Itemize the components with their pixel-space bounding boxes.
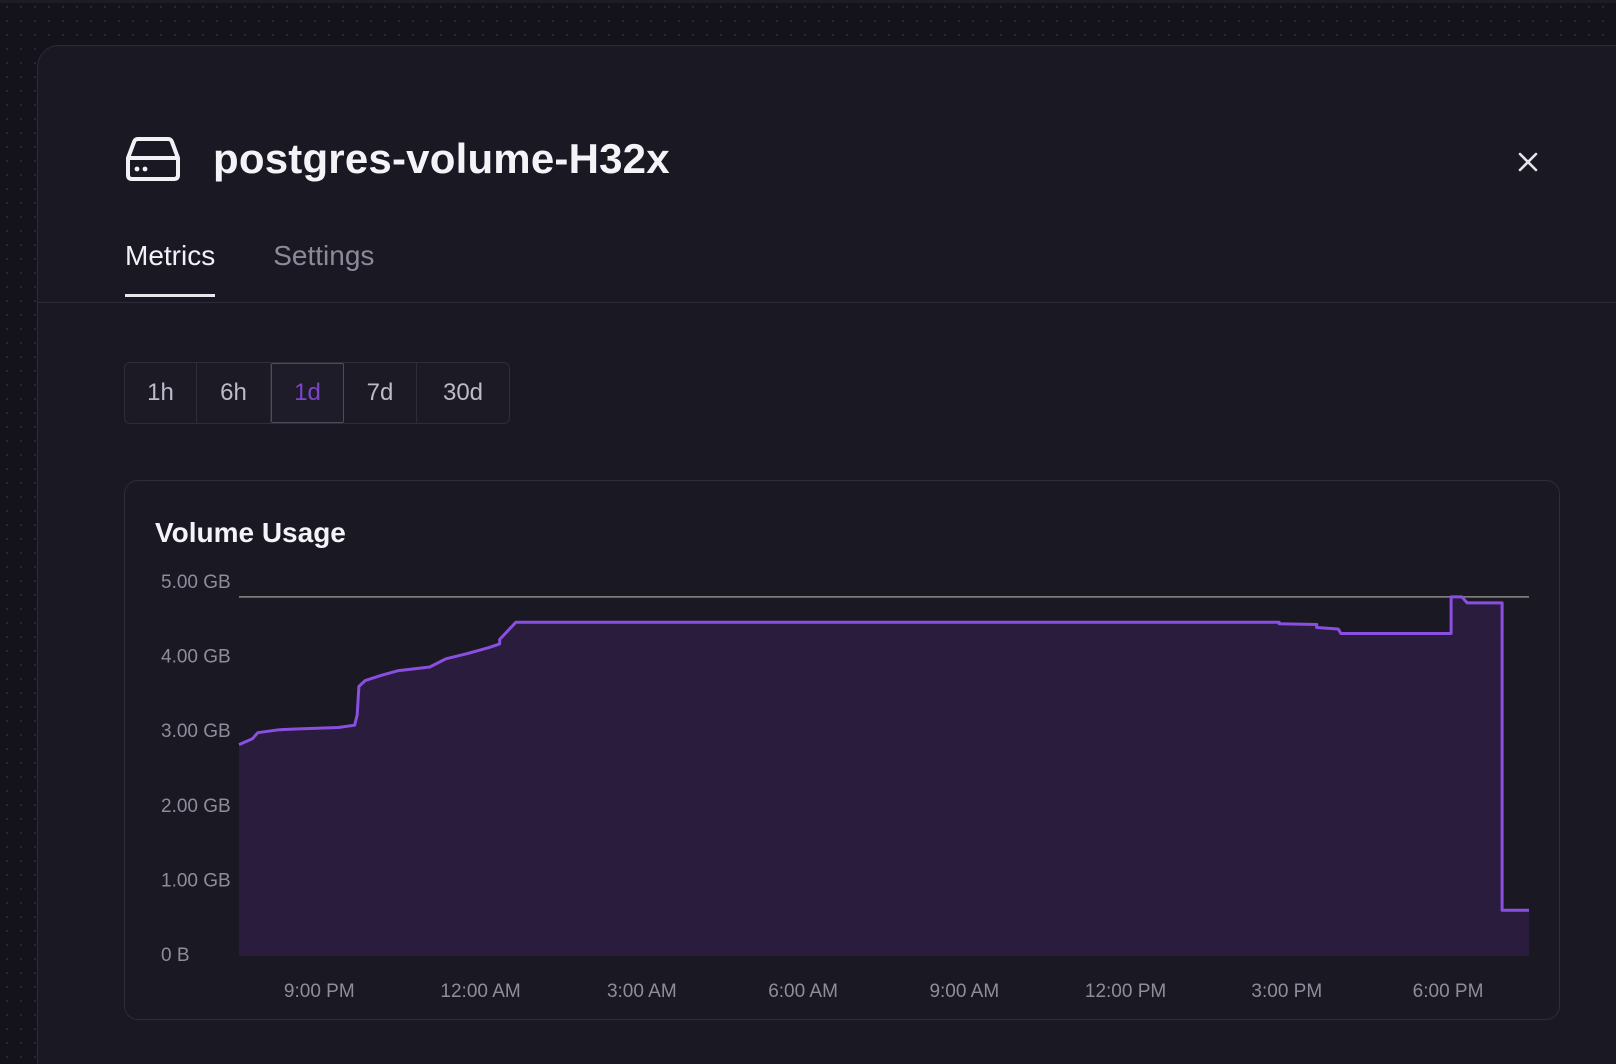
panel-header: postgres-volume-H32x [125,134,670,184]
x-tick-label: 6:00 PM [1413,981,1484,1002]
range-button-1d[interactable]: 1d [271,363,344,423]
range-button-1h[interactable]: 1h [125,363,197,423]
tab-metrics[interactable]: Metrics [125,240,216,297]
hard-drive-icon [126,137,180,181]
x-tick-label: 9:00 AM [929,981,999,1002]
chart-title: Volume Usage [155,517,346,548]
tab-settings[interactable]: Settings [273,240,375,271]
y-tick-label: 5.00 GB [161,572,231,593]
range-button-6h[interactable]: 6h [197,363,271,423]
x-tick-label: 3:00 AM [607,981,677,1002]
y-tick-label: 0 B [161,945,190,966]
usage-area-fill [239,596,1529,955]
volume-title: postgres-volume-H32x [213,135,670,182]
window-top-border [0,0,1616,3]
range-button-30d[interactable]: 30d [442,379,484,406]
y-tick-label: 2.00 GB [161,796,231,817]
x-tick-label: 9:00 PM [284,981,355,1002]
y-tick-label: 4.00 GB [161,647,231,668]
tab-bar: Metrics Settings [125,240,432,297]
time-range-selector: 1h 6h 1d 7d 30d [124,362,510,424]
close-icon[interactable] [1514,148,1542,176]
tabs-divider [38,302,1616,303]
x-tick-label: 12:00 AM [440,981,520,1002]
volume-usage-card: Volume Usage 5.00 GB 4.00 GB 3.00 GB 2.00 G… [124,480,1560,1020]
y-tick-label: 3.00 GB [161,721,231,742]
x-tick-label: 3:00 PM [1251,981,1322,1002]
x-tick-label: 12:00 PM [1085,981,1166,1002]
volume-usage-chart: 5.00 GB 4.00 GB 3.00 GB 2.00 GB 1.00 GB 0 B 9:… [161,572,1529,1002]
range-button-7d[interactable]: 7d [344,363,417,423]
usage-series-line [238,595,1529,912]
y-tick-label: 1.00 GB [161,870,231,891]
x-tick-label: 6:00 AM [768,981,838,1002]
